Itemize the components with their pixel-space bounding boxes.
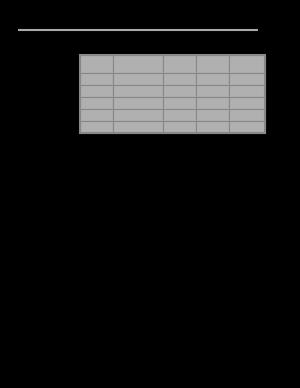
Bar [113,109,163,121]
Bar [163,97,196,109]
Bar [196,97,229,109]
Bar [80,121,113,133]
Bar [113,85,163,97]
Bar [229,73,265,85]
Bar [196,73,229,85]
Bar [113,73,163,85]
Bar [80,97,113,109]
Bar [80,55,113,73]
Bar [229,85,265,97]
Bar [113,55,163,73]
Bar [229,55,265,73]
Bar [196,109,229,121]
Bar [229,97,265,109]
Bar [196,85,229,97]
Bar [80,109,113,121]
Bar [80,85,113,97]
Bar [229,121,265,133]
Bar [113,121,163,133]
Bar [163,85,196,97]
Bar [163,55,196,73]
Bar [196,121,229,133]
Bar [163,121,196,133]
Bar [80,73,113,85]
Bar [196,55,229,73]
Bar [163,109,196,121]
Bar [80,55,265,133]
Bar [163,73,196,85]
Bar [229,109,265,121]
Bar [113,97,163,109]
